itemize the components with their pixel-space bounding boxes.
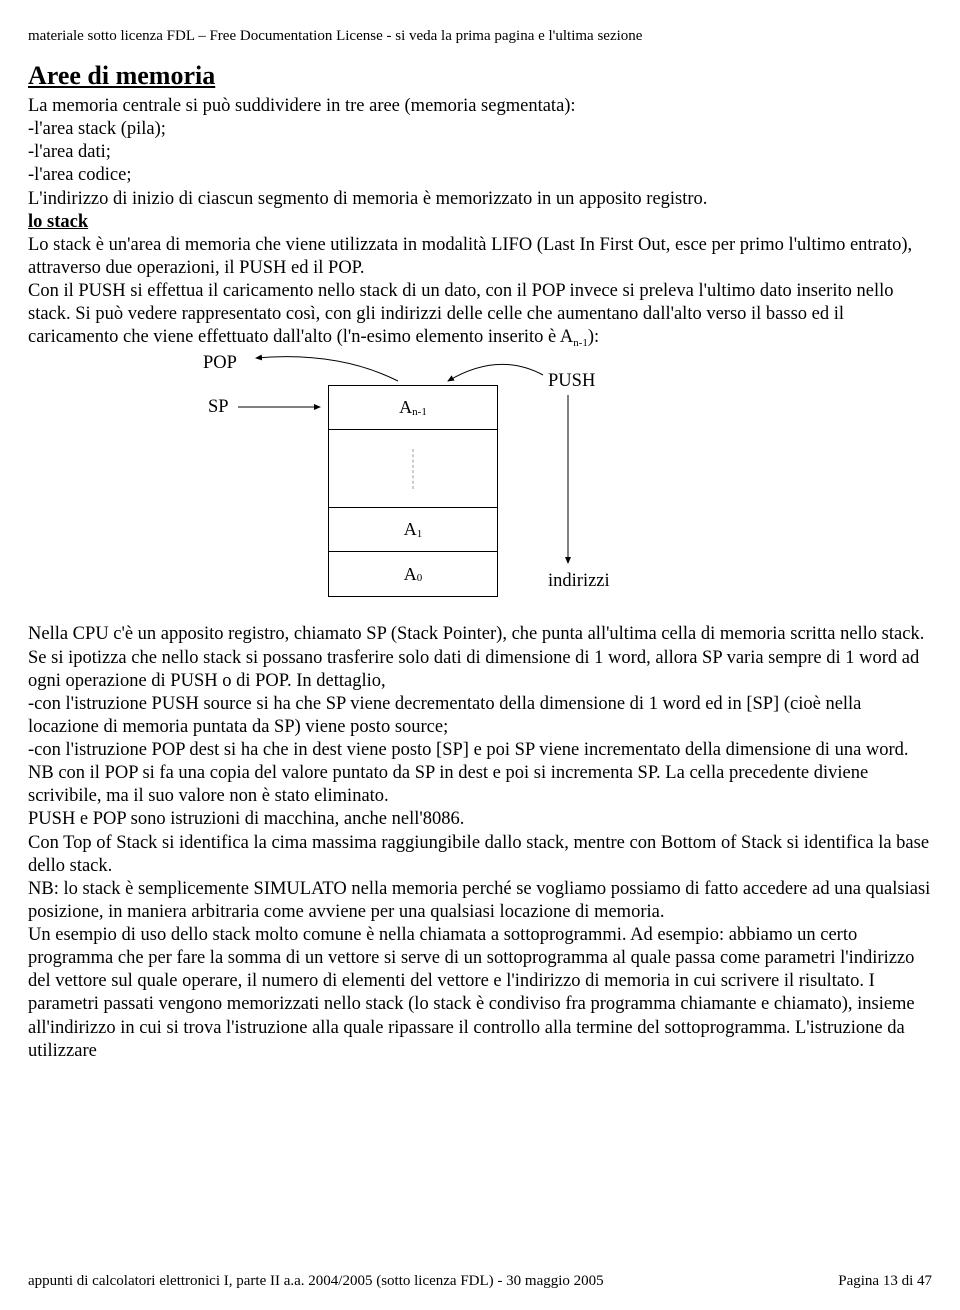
- footer-right: Pagina 13 di 47: [838, 1273, 932, 1290]
- license-header: materiale sotto licenza FDL – Free Docum…: [28, 28, 932, 45]
- stack-p2b: ):: [588, 327, 599, 347]
- intro-p1: La memoria centrale si può suddividere i…: [28, 95, 932, 118]
- pop-label: POP: [203, 353, 237, 374]
- stack-cell-a1: A1: [329, 508, 497, 552]
- stack-diagram: POP SP PUSH indirizzi An-1 A1 A0: [148, 353, 668, 613]
- post-p4: PUSH e POP sono istruzioni di macchina, …: [28, 808, 932, 831]
- stack-p2: Con il PUSH si effettua il caricamento n…: [28, 280, 932, 349]
- cell-a0-base: A: [404, 564, 417, 585]
- post-p5: Con Top of Stack si identifica la cima m…: [28, 832, 932, 878]
- footer-left: appunti di calcolatori elettronici I, pa…: [28, 1273, 604, 1290]
- indirizzi-label: indirizzi: [548, 571, 610, 592]
- intro-li1: -l'area stack (pila);: [28, 118, 932, 141]
- sp-label: SP: [208, 397, 229, 418]
- post-p1: Nella CPU c'è un apposito registro, chia…: [28, 623, 932, 692]
- intro-li2: -l'area dati;: [28, 141, 932, 164]
- stack-cell-a0: A0: [329, 552, 497, 596]
- cell-top-sub: n-1: [412, 406, 427, 418]
- intro-block: La memoria centrale si può suddividere i…: [28, 95, 932, 349]
- cell-a1-sub: 1: [417, 528, 423, 540]
- post-p6: NB: lo stack è semplicemente SIMULATO ne…: [28, 878, 932, 924]
- page-footer: appunti di calcolatori elettronici I, pa…: [28, 1273, 932, 1290]
- stack-cell-middle: [329, 430, 497, 508]
- push-label: PUSH: [548, 371, 595, 392]
- post-p7: Un esempio di uso dello stack molto comu…: [28, 924, 932, 1063]
- post-p3: -con l'istruzione POP dest si ha che in …: [28, 739, 932, 808]
- cell-top-base: A: [399, 397, 412, 418]
- post-block: Nella CPU c'è un apposito registro, chia…: [28, 623, 932, 1062]
- post-p2: -con l'istruzione PUSH source si ha che …: [28, 693, 932, 739]
- intro-p2: L'indirizzo di inizio di ciascun segment…: [28, 188, 932, 211]
- cell-a0-sub: 0: [417, 572, 423, 584]
- intro-li3: -l'area codice;: [28, 164, 932, 187]
- stack-cell-top: An-1: [329, 386, 497, 430]
- stack-box: An-1 A1 A0: [328, 385, 498, 597]
- stack-p2a: Con il PUSH si effettua il caricamento n…: [28, 281, 893, 347]
- stack-p2-sub: n-1: [573, 337, 588, 349]
- stack-heading: lo stack: [28, 212, 88, 232]
- page-title: Aree di memoria: [28, 61, 932, 91]
- cell-a1-base: A: [404, 519, 417, 540]
- stack-p1: Lo stack è un'area di memoria che viene …: [28, 234, 932, 280]
- vertical-dash-icon: [413, 449, 414, 489]
